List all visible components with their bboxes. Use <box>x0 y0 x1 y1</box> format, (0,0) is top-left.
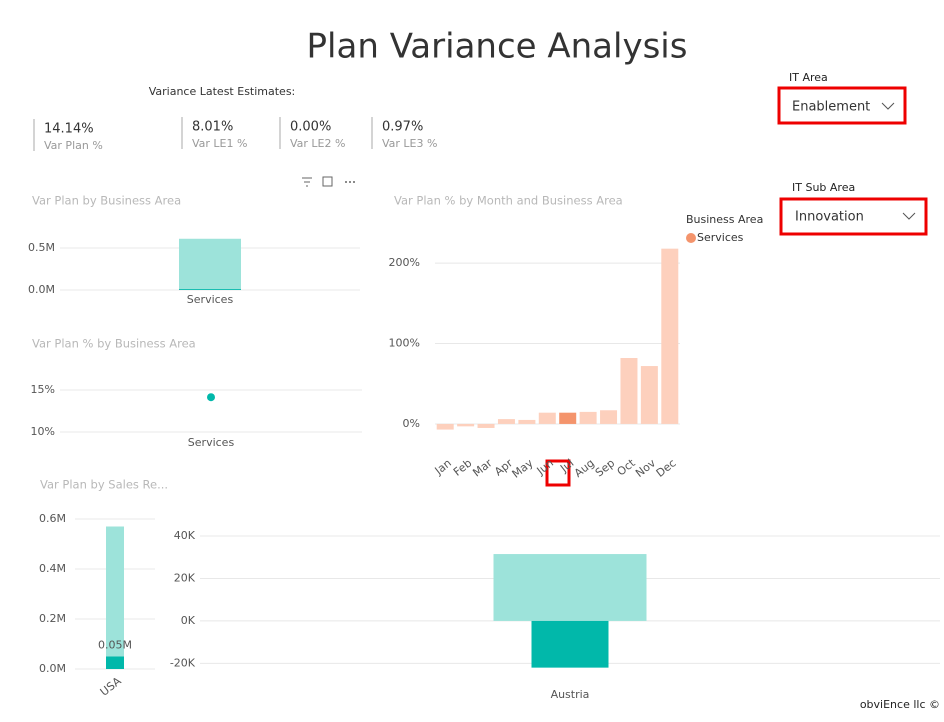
bar <box>518 419 536 424</box>
kpi-label: Var LE3 % <box>382 137 437 150</box>
y-tick-label: 0K <box>181 614 196 627</box>
bar <box>559 412 577 424</box>
data-label: 0.05M <box>98 639 132 652</box>
slicer-value: Enablement <box>792 100 870 115</box>
bar <box>620 358 638 424</box>
y-tick-label: 0.0M <box>39 662 66 675</box>
filter-icon[interactable] <box>302 177 312 187</box>
bar <box>179 289 241 290</box>
legend-marker <box>686 233 696 243</box>
y-tick-label: 0.6M <box>39 512 66 525</box>
y-tick-label: 10% <box>31 425 55 438</box>
bar <box>477 423 495 428</box>
slicer[interactable]: IT Area Enablement <box>777 71 907 125</box>
focus-icon[interactable] <box>322 176 333 187</box>
slicer-label: IT Area <box>789 71 828 84</box>
y-tick-label: 200% <box>389 256 420 269</box>
x-tick-label: Austria <box>551 688 590 701</box>
kpi-heading: Variance Latest Estimates: <box>149 85 296 98</box>
more-icon <box>353 181 355 183</box>
x-tick-label: Dec <box>654 456 679 479</box>
bar <box>600 410 618 424</box>
chart-title: Var Plan by Sales Re... <box>40 478 168 492</box>
point <box>207 393 215 402</box>
x-tick-label: USA <box>98 674 124 699</box>
y-tick-label: 20K <box>174 571 196 584</box>
bar <box>179 238 241 290</box>
chevron <box>881 102 895 110</box>
x-tick-label: Jan <box>432 456 454 477</box>
kpi-label: Var LE2 % <box>290 137 345 150</box>
bar <box>457 423 475 427</box>
chart-title: Var Plan by Business Area <box>32 194 181 208</box>
y-tick-label: -20K <box>170 656 196 669</box>
x-tick-label: Services <box>187 293 234 306</box>
y-tick-label: 0% <box>403 417 420 430</box>
y-tick-label: 15% <box>31 383 55 396</box>
chart-title: Var Plan % by Business Area <box>32 337 196 351</box>
page-title: Plan Variance Analysis <box>307 27 688 67</box>
y-tick-label: 0.0M <box>28 283 55 296</box>
kpi-value: 14.14% <box>44 122 94 137</box>
footer: obviEnce llc © <box>860 698 940 711</box>
bar <box>497 419 515 424</box>
legend-entry: Services <box>697 231 744 244</box>
bar <box>106 526 124 669</box>
bar <box>436 423 454 430</box>
more-icon[interactable] <box>345 181 347 183</box>
chart-title: Var Plan % by Month and Business Area <box>394 194 623 208</box>
bar <box>531 620 609 668</box>
slicer-dropdown[interactable] <box>779 197 928 236</box>
y-tick-label: 40K <box>174 529 196 542</box>
bar <box>661 248 679 424</box>
kpi-value: 0.00% <box>290 120 331 135</box>
x-tick-label: Services <box>188 436 235 449</box>
legend-title: Business Area <box>686 213 763 226</box>
bar <box>640 366 658 424</box>
kpi-value: 8.01% <box>192 120 233 135</box>
bar <box>538 412 556 424</box>
y-tick-label: 0.5M <box>28 241 55 254</box>
kpi-label: Var Plan % <box>44 139 103 152</box>
slicer[interactable]: IT Sub Area Innovation <box>779 181 928 236</box>
y-tick-label: 100% <box>389 337 420 350</box>
slicer-label: IT Sub Area <box>792 181 855 194</box>
bar <box>579 411 597 424</box>
visual-header-icons[interactable] <box>302 176 355 187</box>
bar <box>106 656 124 669</box>
kpi-label: Var LE1 % <box>192 137 247 150</box>
x-tick-label: Feb <box>451 456 474 478</box>
highlight-box <box>545 459 571 487</box>
y-tick-label: 0.4M <box>39 562 66 575</box>
kpi-value: 0.97% <box>382 120 423 135</box>
y-tick-label: 0.2M <box>39 612 66 625</box>
slicer-value: Innovation <box>795 210 864 225</box>
x-tick-label: Oct <box>615 456 639 478</box>
bar <box>493 554 647 621</box>
x-tick-label: May <box>510 456 536 481</box>
chevron <box>902 212 916 220</box>
kpi-row: 14.14% Var Plan % 8.01% Var LE1 % 0.00% … <box>33 117 437 152</box>
more-icon <box>349 181 351 183</box>
